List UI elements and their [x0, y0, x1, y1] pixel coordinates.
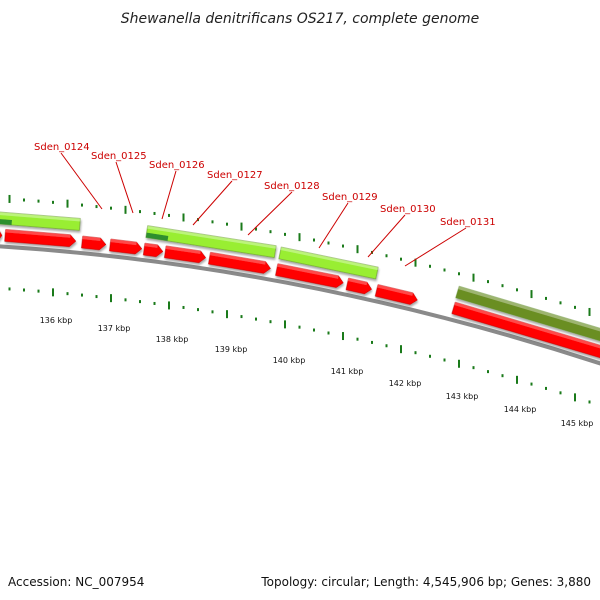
gene-label-group: Sden_0124Sden_0125Sden_0126Sden_0127Sden…: [34, 142, 496, 228]
kbp-label: 140 kbp: [273, 356, 306, 365]
lower-tick-ring: [8, 287, 591, 404]
cds-arrow: [451, 301, 600, 361]
backbone-line: [0, 244, 600, 366]
cds-arrow: [374, 284, 418, 305]
cds-arrow: [345, 277, 373, 295]
cds-arrow: [275, 263, 344, 288]
cds-arrow: [109, 238, 143, 255]
accession-text: Accession: NC_007954: [8, 575, 144, 589]
gene-label[interactable]: Sden_0127: [207, 170, 263, 181]
map-title: Shewanella denitrificans OS217, complete…: [121, 11, 480, 27]
cds-arrow: [4, 229, 77, 247]
kbp-label: 139 kbp: [215, 345, 248, 354]
gene-label[interactable]: Sden_0128: [264, 181, 320, 192]
cds-arrow: [81, 235, 107, 251]
gene-bar: [0, 211, 81, 231]
kbp-label: 144 kbp: [504, 405, 537, 414]
gene-label-leader: [247, 191, 293, 236]
gene-features: [0, 211, 600, 346]
kbp-label: 145 kbp: [561, 419, 594, 428]
cds-arrow: [0, 228, 3, 242]
cds-features: [0, 228, 600, 361]
kbp-label: 137 kbp: [98, 324, 131, 333]
gene-label[interactable]: Sden_0124: [34, 142, 90, 153]
gene-label[interactable]: Sden_0130: [380, 204, 436, 215]
gene-label-leader: [404, 227, 467, 267]
kbp-label: 136 kbp: [40, 316, 73, 325]
gene-label[interactable]: Sden_0126: [149, 160, 205, 171]
gene-bar: [455, 285, 600, 346]
cds-arrow: [208, 251, 271, 274]
gene-bar: [278, 246, 379, 280]
gene-label-leader: [60, 152, 103, 210]
gene-bar: [145, 225, 277, 258]
kbp-label: 143 kbp: [446, 392, 479, 401]
cds-arrow: [143, 242, 164, 258]
cds-arrow: [164, 245, 207, 264]
kbp-label: 141 kbp: [331, 367, 364, 376]
gene-label[interactable]: Sden_0129: [322, 192, 378, 203]
gene-label[interactable]: Sden_0131: [440, 217, 496, 228]
gene-label-leader: [318, 202, 349, 249]
kbp-label: 138 kbp: [156, 335, 189, 344]
gene-label-leader: [367, 214, 406, 258]
kbp-label: 142 kbp: [389, 379, 422, 388]
kbp-scale-labels: 136 kbp 137 kbp 138 kbp 139 kbp 140 kbp 141 k…: [40, 316, 594, 428]
gene-label-leaders: [60, 152, 467, 267]
genome-summary-text: Topology: circular; Length: 4,545,906 bp…: [260, 575, 591, 589]
gene-label-leader: [115, 161, 134, 214]
gene-label-leader: [192, 180, 233, 226]
gene-label[interactable]: Sden_0125: [91, 151, 147, 162]
upper-tick-ring: [8, 194, 591, 316]
gene-label-leader: [161, 170, 177, 220]
